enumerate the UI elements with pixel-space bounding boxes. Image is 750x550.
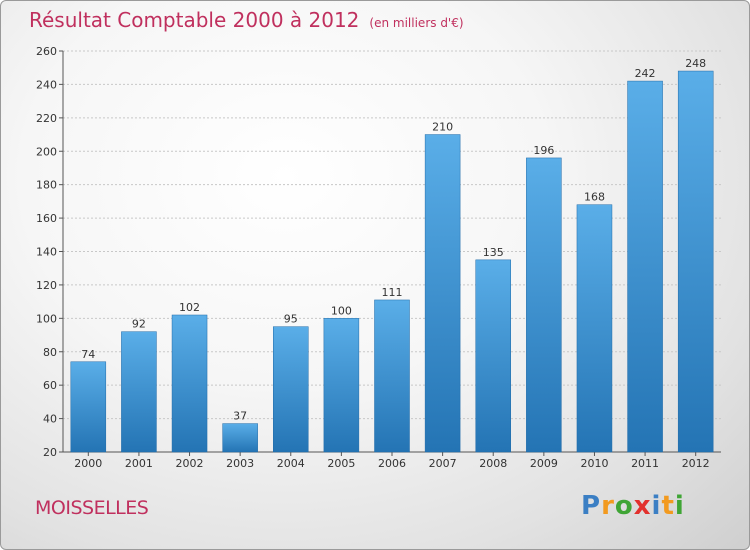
x-tick-label: 2000 [74,457,102,470]
logo-letter: r [601,491,615,521]
y-tick-label: 160 [36,212,57,225]
y-tick-label: 140 [36,246,57,259]
y-tick-label: 80 [43,346,57,359]
data-label: 168 [584,191,605,204]
y-tick-label: 60 [43,379,57,392]
x-tick-label: 2002 [176,457,204,470]
x-tick-label: 2001 [125,457,153,470]
data-label: 74 [81,348,95,361]
bars: 74 92 102 37 95 100 111 210 135 196 168 242 248 [70,57,714,453]
x-tick-label: 2008 [479,457,507,470]
bar-2003 [222,423,258,453]
x-tick-label: 2006 [378,457,406,470]
logo-letter: x [633,491,652,521]
data-label: 111 [382,286,403,299]
y-tick-label: 220 [36,112,57,125]
x-tick-label: 2011 [631,457,659,470]
y-tick-label: 40 [43,413,57,426]
bar-2007 [424,134,461,453]
x-tick-label: 2010 [580,457,608,470]
bar-2005 [323,318,360,453]
data-label: 95 [284,313,298,326]
title-main: Résultat Comptable 2000 à 2012 [29,8,360,32]
logo-letter: i [651,491,662,521]
x-tick-label: 2012 [682,457,710,470]
data-label: 196 [533,144,554,157]
x-tick-label: 2004 [277,457,305,470]
proxiti-logo: Proxiti [581,491,685,521]
data-label: 102 [179,301,200,314]
bar-2002 [171,314,208,453]
data-label: 248 [685,57,706,70]
data-label: 210 [432,121,453,134]
bar-2008 [475,259,511,453]
y-tick-label: 180 [36,179,57,192]
bar-2012 [677,70,714,453]
logo-letter: o [614,491,634,521]
data-label: 135 [483,246,504,259]
data-label: 92 [132,318,146,331]
bar-2004 [273,326,309,453]
chart-title: Résultat Comptable 2000 à 2012 (en millie… [29,8,464,32]
bar-2010 [576,204,613,453]
bar-2006 [374,299,410,453]
bar-2000 [70,361,107,453]
y-tick-label: 120 [36,279,57,292]
data-label: 242 [635,67,656,80]
bar-2011 [627,80,663,453]
title-unit: (en milliers d'€) [369,16,464,30]
data-label: 100 [331,304,352,317]
x-tick-label: 2005 [327,457,355,470]
logo-letter: t [661,491,675,521]
bar-2009 [526,157,562,453]
y-tick-label: 200 [36,145,57,158]
y-tick-label: 260 [36,45,57,58]
data-label: 37 [233,410,247,423]
y-tick-label: 20 [43,446,57,459]
commune-name: MOISSELLES [35,497,149,519]
x-tick-label: 2007 [429,457,457,470]
bar-2001 [121,331,157,453]
y-tick-label: 240 [36,78,57,91]
x-tick-label: 2003 [226,457,254,470]
x-tick-label: 2009 [530,457,558,470]
axes: 20 40 60 80 100 120 140 160 180 200 220 240 260 2000 2… [36,45,721,470]
logo-letter: P [581,491,602,521]
logo-letter: i [674,491,685,521]
y-tick-label: 100 [36,312,57,325]
